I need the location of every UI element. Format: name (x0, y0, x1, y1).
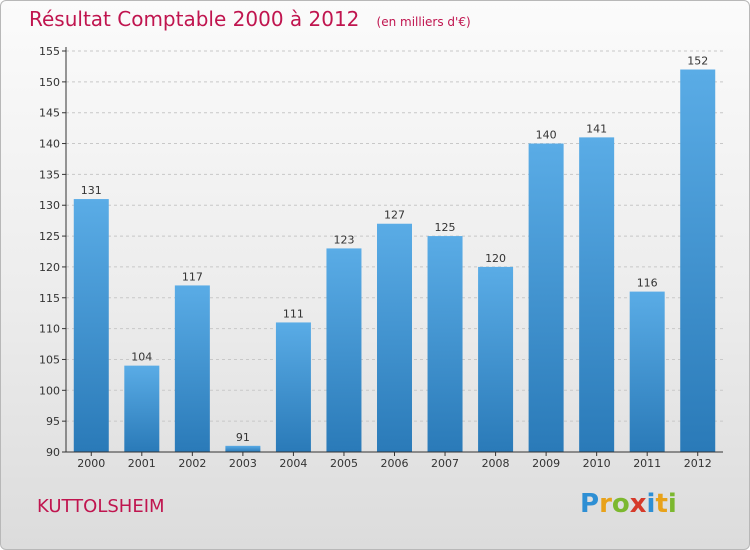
bar (326, 248, 362, 452)
title-row: Résultat Comptable 2000 à 2012 (en milli… (29, 7, 471, 31)
logo-letter: i (667, 489, 677, 519)
bar (629, 291, 665, 452)
value-label: 131 (81, 184, 102, 197)
bar (680, 69, 716, 452)
logo-letter: o (611, 489, 630, 519)
y-tick-label: 140 (39, 138, 60, 151)
logo-letter: r (599, 489, 612, 519)
value-label: 116 (637, 277, 658, 290)
value-label: 152 (687, 55, 708, 68)
bar (478, 266, 514, 452)
value-label: 117 (182, 270, 203, 283)
logo-letter: t (655, 489, 668, 519)
bar (579, 137, 615, 452)
y-tick-label: 105 (39, 353, 60, 366)
value-label: 91 (236, 431, 250, 444)
y-tick-label: 145 (39, 107, 60, 120)
bar (124, 365, 160, 452)
x-tick-label: 2000 (77, 457, 105, 470)
bar (528, 143, 564, 453)
y-tick-label: 135 (39, 168, 60, 181)
logo-letter: x (629, 489, 647, 519)
y-tick-label: 125 (39, 230, 60, 243)
x-tick-label: 2011 (633, 457, 661, 470)
x-tick-label: 2006 (381, 457, 409, 470)
value-label: 123 (333, 233, 354, 246)
x-tick-label: 2012 (684, 457, 712, 470)
y-tick-label: 130 (39, 199, 60, 212)
x-tick-label: 2004 (279, 457, 307, 470)
bar (225, 445, 261, 452)
bars (73, 69, 716, 453)
x-tick-label: 2001 (128, 457, 156, 470)
x-tick-label: 2010 (583, 457, 611, 470)
bar (427, 236, 463, 452)
value-label: 104 (131, 351, 152, 364)
commune-name: KUTTOLSHEIM (37, 496, 165, 517)
x-tick-label: 2003 (229, 457, 257, 470)
value-label: 120 (485, 252, 506, 265)
y-tick-label: 110 (39, 323, 60, 336)
x-tick-label: 2008 (482, 457, 510, 470)
chart-subtitle: (en milliers d'€) (376, 15, 471, 29)
logo-letter: i (646, 489, 656, 519)
value-label: 140 (536, 129, 557, 142)
y-tick-label: 95 (46, 415, 60, 428)
y-tick-label: 150 (39, 76, 60, 89)
bar (73, 199, 109, 452)
y-tick-label: 90 (46, 446, 60, 459)
y-tick-label: 100 (39, 384, 60, 397)
y-tick-label: 115 (39, 292, 60, 305)
proxiti-logo: Proxiti (580, 489, 677, 519)
value-label: 125 (435, 221, 456, 234)
chart-title: Résultat Comptable 2000 à 2012 (29, 7, 360, 31)
x-tick-label: 2002 (178, 457, 206, 470)
value-label: 141 (586, 122, 607, 135)
x-tick-label: 2007 (431, 457, 459, 470)
axes (62, 47, 723, 456)
logo-letter: P (580, 489, 600, 519)
value-label: 127 (384, 209, 405, 222)
y-tick-label: 120 (39, 261, 60, 274)
bar (174, 285, 210, 452)
x-tick-label: 2009 (532, 457, 560, 470)
bar (377, 223, 412, 452)
x-tick-label: 2005 (330, 457, 358, 470)
value-label: 111 (283, 307, 304, 320)
labels: 90 95 100 105 110 115 120 125 130 135 140 145 150 155… (39, 45, 712, 470)
bar (275, 322, 311, 452)
y-tick-label: 155 (39, 45, 60, 58)
